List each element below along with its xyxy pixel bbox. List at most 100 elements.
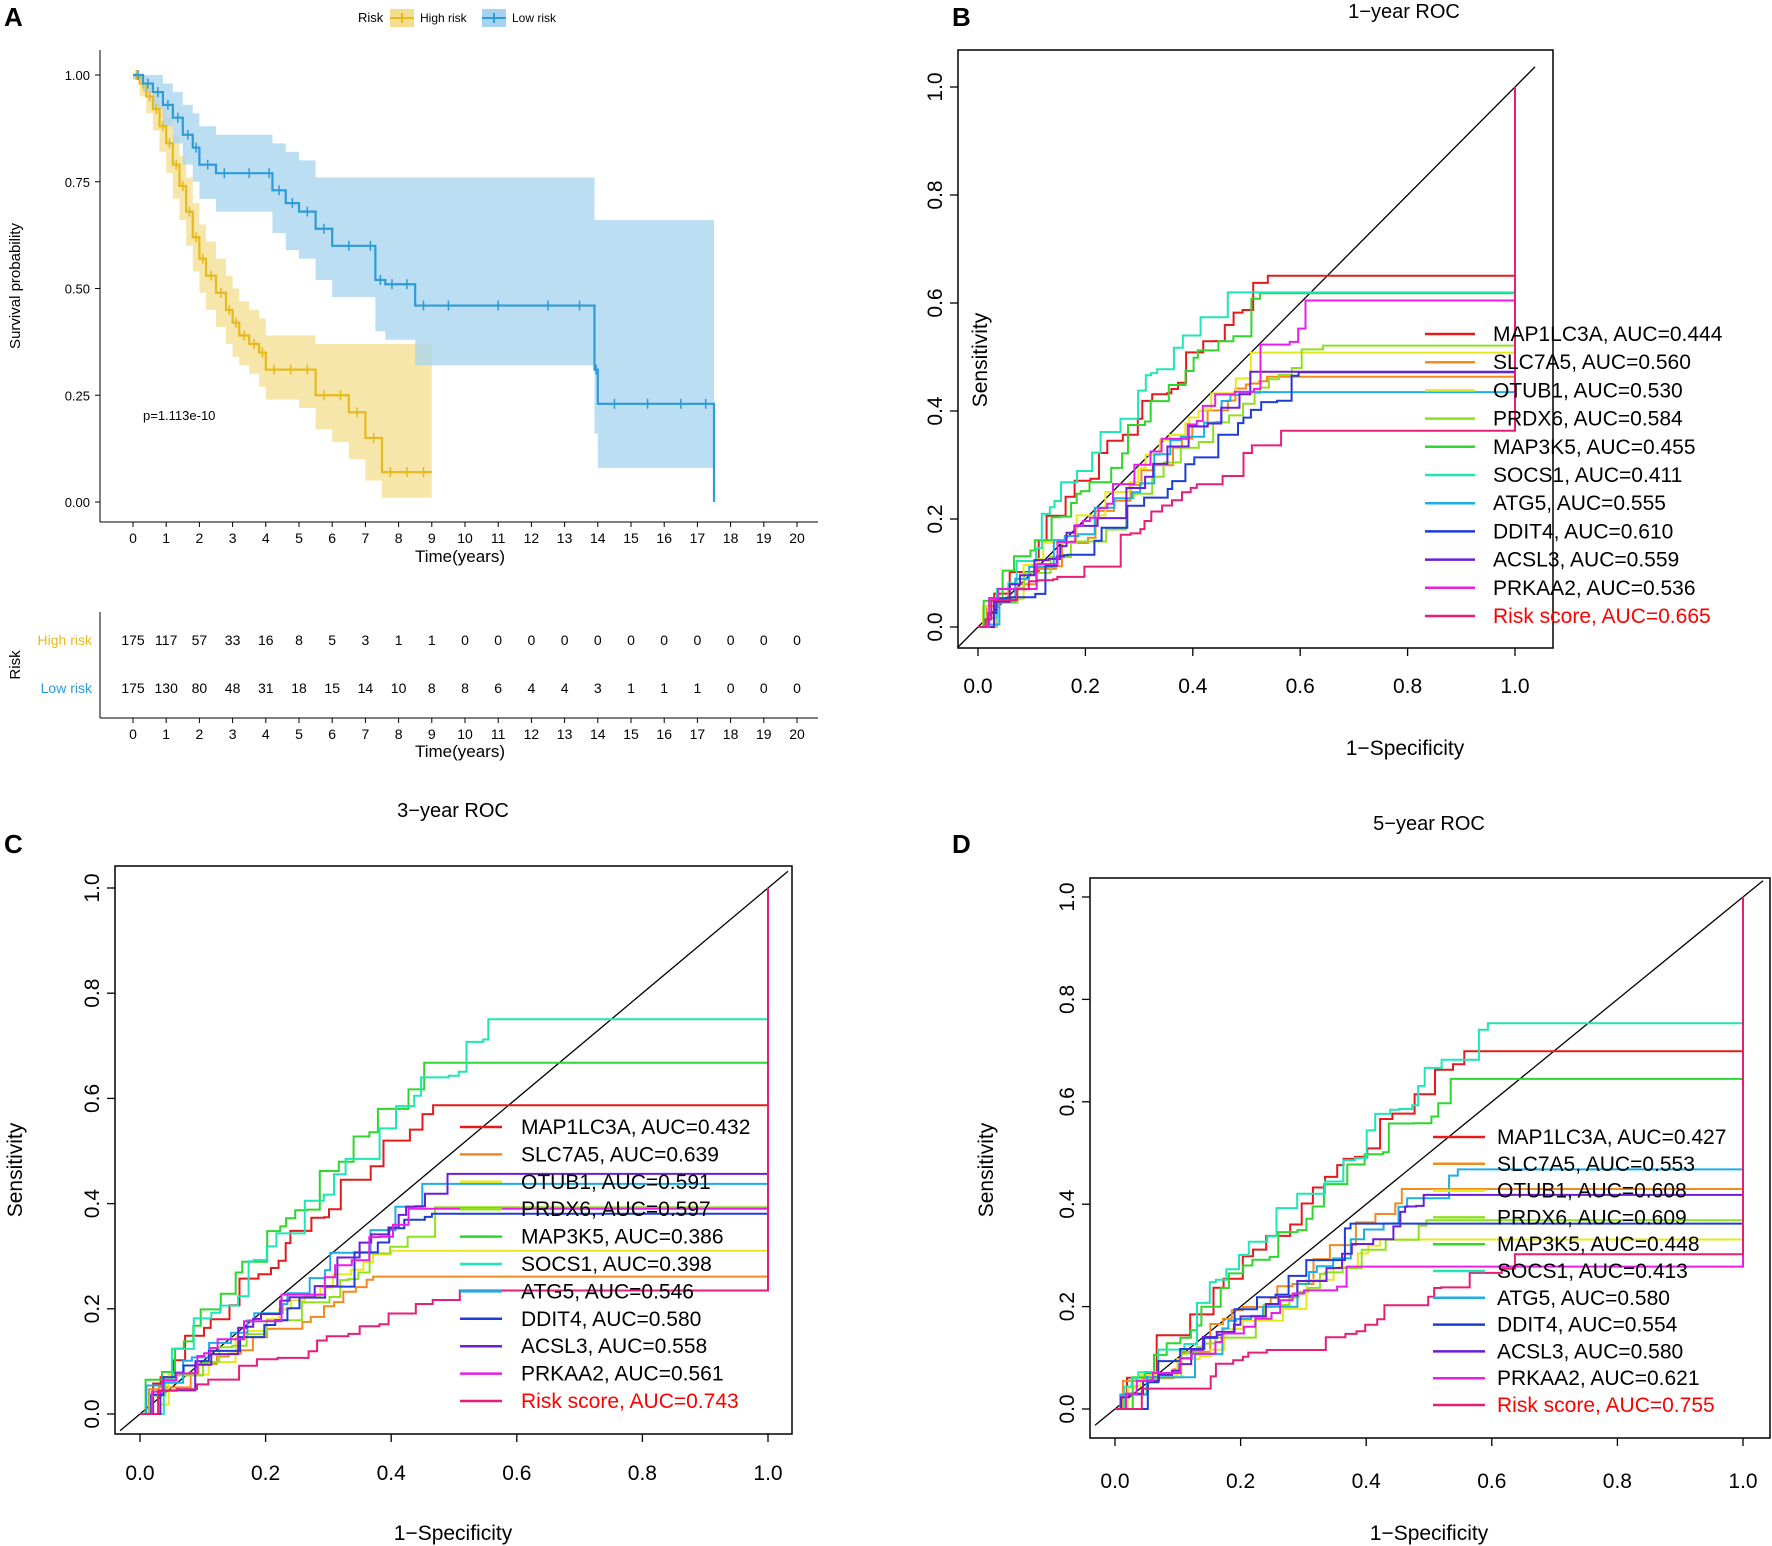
roc-ticks: 0.0 0.0 0.2 0.2 0.4 0.4 0.6 0.6 0.8 0.8 1.0 1.0 (1056, 882, 1758, 1493)
km-legend-swatch-low (482, 9, 506, 27)
roc-legend-label: OTUB1, AUC=0.530 (1493, 379, 1683, 402)
risk-x-tick-label: 4 (262, 726, 270, 742)
panel-letter-b: B (952, 2, 971, 32)
risk-table-y-label: Risk (7, 650, 24, 680)
roc-x-axis-label: 1−Specificity (1370, 1522, 1489, 1545)
km-curves (133, 70, 716, 502)
risk-x-tick-label: 12 (524, 726, 540, 742)
roc-title: 1−year ROC (1348, 1, 1460, 23)
risk-count: 1 (627, 680, 635, 696)
roc-y-tick-label: 0.2 (924, 504, 947, 533)
roc-legend-label: PRDX6, AUC=0.609 (1497, 1206, 1687, 1229)
risk-count: 10 (391, 680, 407, 696)
roc-x-tick-label: 0.0 (1100, 1470, 1129, 1493)
risk-count: 14 (358, 680, 374, 696)
risk-count: 16 (258, 632, 274, 648)
roc-y-tick-label: 0.8 (924, 180, 947, 209)
roc-curve-acsl3 (978, 87, 1516, 628)
roc-legend-label: SLC7A5, AUC=0.560 (1493, 351, 1691, 374)
roc-legend-label: OTUB1, AUC=0.591 (521, 1171, 711, 1194)
roc-legend-label: MAP1LC3A, AUC=0.444 (1493, 323, 1723, 346)
roc-legend: MAP1LC3A, AUC=0.444 SLC7A5, AUC=0.560 OTUB… (1425, 323, 1723, 628)
risk-count: 0 (727, 632, 735, 648)
risk-x-tick-label: 20 (789, 726, 805, 742)
km-x-tick-label: 15 (623, 530, 639, 546)
roc-curve-risk-score (978, 87, 1516, 628)
roc-y-tick-label: 0.6 (1056, 1087, 1079, 1116)
km-panel: Risk High risk Low risk 0.00 0.25 0.50 0.75… (7, 9, 818, 761)
roc-y-tick-label: 0.8 (81, 979, 104, 1008)
roc-curve-prkaa2 (978, 87, 1516, 628)
roc-legend-label: ACSL3, AUC=0.580 (1497, 1340, 1683, 1363)
roc-curves (140, 888, 769, 1415)
risk-count: 1 (395, 632, 403, 648)
roc-x-tick-label: 0.0 (963, 675, 992, 698)
km-legend-label-high: High risk (420, 11, 468, 25)
risk-table: Risk High risk Low risk 175 117 57 33 16 8 5 3 1… (7, 612, 818, 761)
risk-table-row-label-low: Low risk (41, 680, 93, 696)
roc-x-tick-label: 0.6 (1477, 1470, 1506, 1493)
km-y-tick-label: 0.50 (65, 282, 90, 297)
roc-y-tick-label: 0.2 (1056, 1292, 1079, 1321)
roc-legend-label: PRKAA2, AUC=0.536 (1493, 577, 1696, 600)
risk-x-tick-label: 5 (295, 726, 303, 742)
risk-x-tick-label: 9 (428, 726, 436, 742)
roc-legend: MAP1LC3A, AUC=0.432 SLC7A5, AUC=0.639 OTUB… (460, 1116, 750, 1413)
roc-x-tick-label: 1.0 (753, 1462, 782, 1485)
roc-curve-map3k5 (978, 87, 1516, 628)
roc-legend-label: SLC7A5, AUC=0.639 (521, 1143, 719, 1166)
km-y-ticks: 0.00 0.25 0.50 0.75 1.00 (65, 68, 100, 510)
risk-x-tick-label: 6 (328, 726, 336, 742)
roc-curves (978, 87, 1516, 628)
km-legend-title: Risk (358, 10, 384, 25)
roc-title: 3−year ROC (397, 800, 509, 822)
roc-curve-prkaa2 (1115, 897, 1744, 1410)
roc-curve-socs1 (978, 87, 1516, 628)
km-x-tick-label: 18 (723, 530, 739, 546)
roc-legend-label: OTUB1, AUC=0.608 (1497, 1180, 1687, 1203)
roc-y-tick-label: 0.4 (1056, 1189, 1079, 1219)
roc-y-tick-label: 1.0 (81, 873, 104, 902)
roc-y-tick-label: 1.0 (1056, 882, 1079, 911)
km-x-tick-label: 1 (162, 530, 170, 546)
risk-count: 33 (225, 632, 241, 648)
roc-x-tick-label: 0.8 (1603, 1470, 1632, 1493)
km-legend: Risk High risk Low risk (358, 9, 557, 27)
roc-curve-map1lc3a (140, 888, 769, 1415)
risk-table-x-axis-label: Time(years) (415, 742, 505, 761)
km-legend-swatch-high (390, 9, 414, 27)
risk-count: 0 (594, 632, 602, 648)
roc-x-tick-label: 0.2 (1071, 675, 1100, 698)
roc-y-tick-label: 0.0 (81, 1399, 104, 1428)
roc-x-tick-label: 0.4 (1178, 675, 1208, 698)
roc-x-axis-label: 1−Specificity (394, 1522, 513, 1545)
roc-y-tick-label: 1.0 (924, 72, 947, 101)
km-x-tick-label: 20 (789, 530, 805, 546)
roc-panel-3-year: 3−year ROC 1−Specificity Sensitivity 0.0… (4, 800, 793, 1545)
roc-diagonal-reference (1094, 880, 1764, 1426)
risk-count: 175 (121, 632, 145, 648)
risk-x-tick-label: 7 (362, 726, 370, 742)
risk-x-tick-label: 11 (491, 726, 506, 742)
roc-legend-label: ACSL3, AUC=0.559 (1493, 549, 1679, 572)
risk-count: 0 (760, 632, 768, 648)
roc-x-tick-label: 0.6 (1286, 675, 1315, 698)
roc-ticks: 0.0 0.0 0.2 0.2 0.4 0.4 0.6 0.6 0.8 0.8 1.0 1.0 (924, 72, 1530, 698)
roc-y-tick-label: 0.4 (924, 396, 947, 426)
km-x-tick-label: 6 (328, 530, 336, 546)
risk-count: 0 (727, 680, 735, 696)
roc-x-tick-label: 0.8 (1393, 675, 1422, 698)
risk-x-tick-label: 2 (196, 726, 204, 742)
roc-plot-frame (957, 49, 1554, 649)
roc-legend-label: DDIT4, AUC=0.610 (1493, 520, 1673, 543)
panel-letter-a: A (4, 2, 23, 32)
roc-legend-label: SLC7A5, AUC=0.553 (1497, 1153, 1695, 1176)
risk-count: 175 (121, 680, 145, 696)
risk-x-tick-label: 0 (129, 726, 137, 742)
roc-curve-prkaa2 (140, 888, 769, 1415)
roc-legend-label: DDIT4, AUC=0.554 (1497, 1314, 1678, 1337)
roc-title: 5−year ROC (1373, 813, 1485, 835)
roc-curve-map3k5 (1115, 897, 1744, 1410)
roc-x-tick-label: 0.2 (1226, 1470, 1255, 1493)
